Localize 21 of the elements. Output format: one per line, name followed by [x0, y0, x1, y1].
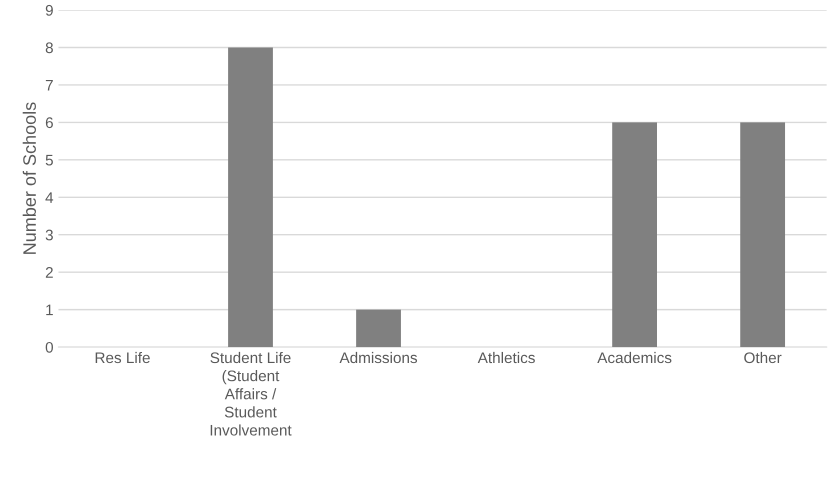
y-tick-label: 2 [46, 267, 53, 278]
x-tick-label: Res Life [96, 352, 150, 364]
y-tick-label: 5 [46, 154, 53, 166]
x-tick-label: Other [744, 352, 782, 364]
bar [356, 310, 401, 348]
x-tick-label: Admissions [340, 352, 418, 364]
x-tick-label: Athletics [478, 352, 535, 364]
y-tick-label: 8 [46, 42, 53, 54]
y-tick-label: 0 [46, 342, 53, 353]
x-tick-label: Academics [597, 352, 672, 364]
y-tick-label: 6 [46, 117, 53, 128]
x-tick-label: Student Life (Student Affairs / Student Involvement [210, 352, 292, 436]
bar [612, 122, 658, 348]
y-tick-label: 9 [46, 4, 53, 16]
y-tick-label: 1 [46, 304, 53, 316]
bar [740, 122, 786, 348]
y-tick-label: 7 [46, 80, 53, 90]
y-axis-title: Number of Schools [22, 102, 36, 254]
y-tick-label: 4 [45, 192, 54, 203]
bar [228, 48, 273, 348]
y-tick-label: 3 [46, 230, 53, 240]
